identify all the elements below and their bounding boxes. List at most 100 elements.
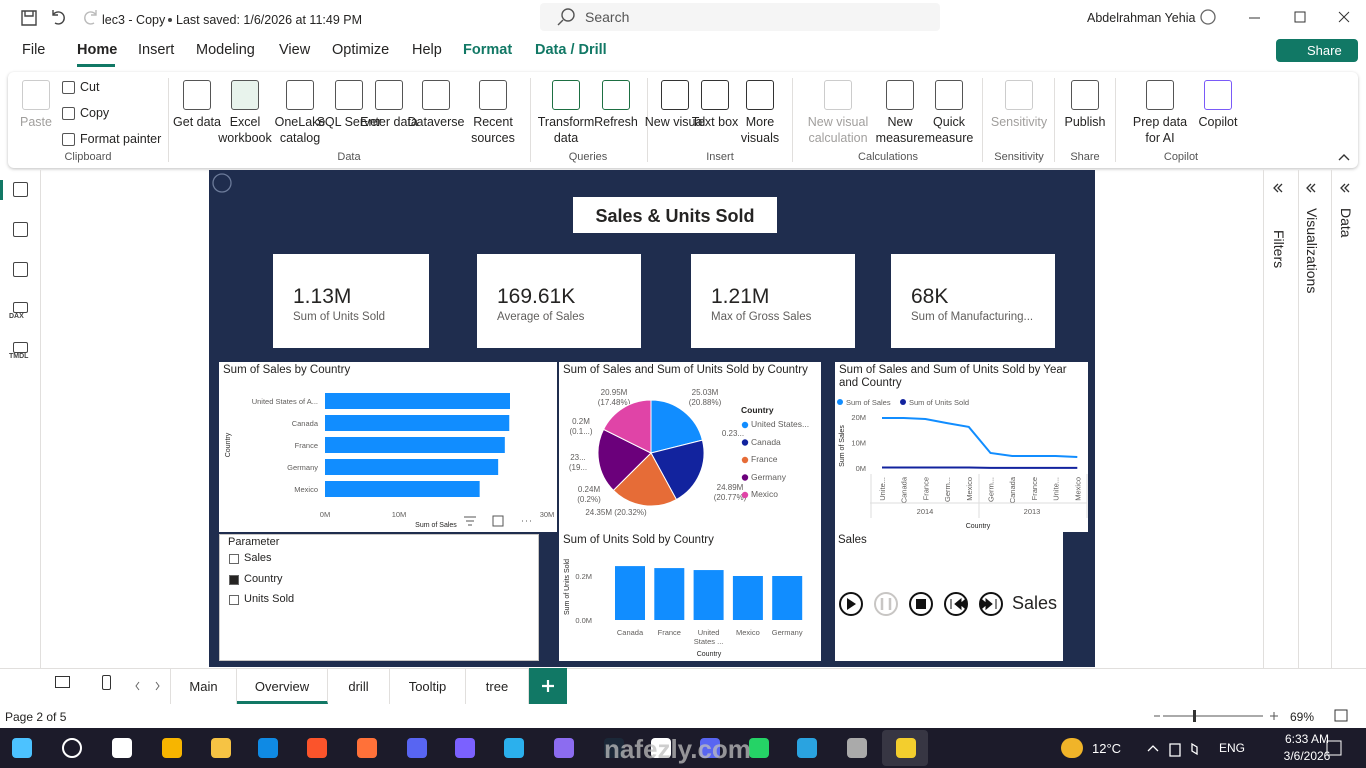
slicer-checkbox[interactable] [229,595,239,605]
menu-tab[interactable]: Data / Drill [535,42,607,58]
player-button[interactable] [944,592,968,616]
share-button[interactable] [1276,39,1358,62]
clock-date[interactable]: 3/6/2026 [1283,749,1331,763]
visual-title: Sum of Sales by Country [223,364,351,376]
page-tab[interactable]: drill [328,668,390,704]
ribbon-button-small[interactable]: Format painter [80,132,162,146]
ribbon-button[interactable]: Dataverse [407,115,465,129]
ribbon-button[interactable]: Prep data for AI [1132,115,1188,145]
menu-tab[interactable]: File [22,42,46,58]
ribbon-button[interactable]: Copilot [1198,115,1238,129]
ribbon-button[interactable]: Recent sources [471,115,515,145]
ribbon-button[interactable]: More visuals [740,115,780,145]
taskbar-app[interactable] [896,738,916,758]
page-tab[interactable]: Overview [237,668,328,704]
taskbar-app[interactable] [307,738,327,758]
taskbar-app[interactable] [504,738,524,758]
ribbon-button[interactable]: Quick measure [924,115,974,145]
page-tab[interactable]: tree [466,668,529,704]
zoom-level[interactable]: 69% [1290,710,1315,724]
menu-tab[interactable]: Modeling [196,42,255,58]
taskbar-app[interactable] [12,738,32,758]
ribbon-icon [479,80,507,110]
ribbon-button[interactable]: Sensitivity [990,115,1048,129]
ribbon-button[interactable]: Paste [20,115,52,129]
weather-icon[interactable] [1061,738,1083,758]
taskbar-app[interactable] [357,738,377,758]
player-button[interactable] [909,592,933,616]
menu-tab[interactable]: Help [412,42,442,58]
taskbar-app[interactable] [797,738,817,758]
page-tab[interactable]: Main [170,668,237,704]
ribbon-button[interactable]: SQL Server [316,115,382,129]
taskbar-app[interactable] [847,738,867,758]
taskbar-app[interactable] [62,738,82,758]
input-language[interactable]: ENG [1219,741,1246,755]
ribbon-button[interactable]: Text box [691,115,739,129]
ribbon-button[interactable]: Transform data [537,115,595,145]
pane-title[interactable]: Visualizations [1304,208,1320,294]
taskbar-app[interactable] [211,738,231,758]
ribbon-button[interactable]: OneLake catalog [274,115,326,145]
taskbar-app[interactable] [258,738,278,758]
taskbar-app[interactable] [749,738,769,758]
ribbon-button-small[interactable]: Cut [80,80,100,94]
pane-chevron [1306,183,1316,193]
ribbon-icon [552,80,580,110]
ribbon-icon [602,80,630,110]
ribbon-icon [1146,80,1174,110]
mobile-view-icon[interactable] [102,675,111,690]
ribbon-button[interactable]: Get data [173,115,221,129]
taskbar-app[interactable] [604,738,624,758]
slicer-option[interactable]: Country [244,572,283,585]
slicer-checkbox[interactable] [229,554,239,564]
menu-tab[interactable]: Format [463,42,513,58]
nav-icon[interactable] [13,262,28,277]
desktop-view-icon[interactable] [55,676,70,688]
ribbon-button-small[interactable]: Copy [80,106,110,120]
ribbon-icon [231,80,259,110]
card [691,254,855,348]
ribbon-button[interactable]: Enter data [360,115,418,129]
x-tick-label: Canada [616,628,644,637]
taskbar-app[interactable] [112,738,132,758]
nav-icon[interactable] [13,182,28,197]
taskbar-app[interactable] [162,738,182,758]
menu-tab[interactable]: View [279,42,311,58]
visual [219,362,557,532]
nav-icon[interactable] [13,302,28,313]
slicer-option[interactable]: Sales [244,552,272,564]
nav-icon[interactable] [13,342,28,353]
group-separator [647,78,648,162]
player-button[interactable] [874,592,898,616]
slicer-option[interactable]: Units Sold [244,593,295,605]
toolbar-icon [21,10,37,26]
slicer-checkbox[interactable] [229,574,239,585]
taskbar-app[interactable] [455,738,475,758]
pane-title[interactable]: Filters [1271,230,1287,269]
ribbon-button[interactable]: Refresh [594,115,638,129]
ribbon-button[interactable]: New visual calculation [807,115,869,145]
page-tab[interactable]: Tooltip [390,668,466,704]
taskbar-app[interactable] [700,738,720,758]
player-button[interactable] [979,592,1003,616]
ribbon-icon [335,80,363,110]
ribbon-button[interactable]: New visual [644,115,706,129]
player-button[interactable] [839,592,863,616]
menu-tab[interactable]: Insert [138,42,175,58]
search-box[interactable] [540,3,940,31]
taskbar-app[interactable] [554,738,574,758]
pane-title[interactable]: Data [1338,208,1354,238]
taskbar-app[interactable] [651,738,671,758]
menu-tab[interactable]: Home [77,42,118,58]
nav-icon[interactable] [13,222,28,237]
watermark: nafezly.com [604,734,751,764]
separator-dot [168,18,172,22]
ribbon-button[interactable]: New measure [875,115,925,145]
taskbar-app[interactable] [407,738,427,758]
ribbon-button[interactable]: Publish [1064,115,1106,129]
ribbon-button[interactable]: Excel workbook [218,115,272,145]
add-page-button[interactable] [529,668,567,704]
menu-tab[interactable]: Optimize [332,42,390,58]
clock-time[interactable]: 6:33 AM [1284,732,1330,746]
